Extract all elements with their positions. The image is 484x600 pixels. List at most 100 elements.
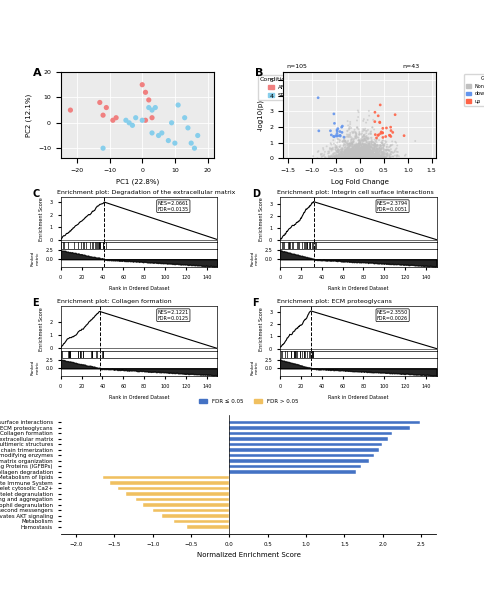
Point	[370, 152, 378, 162]
Point	[372, 149, 380, 158]
Point	[368, 146, 376, 155]
Point	[365, 143, 373, 153]
Point	[356, 149, 363, 159]
Point	[351, 144, 359, 154]
Point	[361, 149, 369, 158]
Point	[340, 148, 348, 158]
Point	[341, 151, 349, 161]
Point	[341, 148, 348, 158]
Point	[343, 149, 350, 159]
Point	[372, 148, 380, 157]
Point	[354, 141, 362, 151]
Point	[343, 153, 351, 163]
Point	[360, 139, 368, 149]
Point	[343, 150, 350, 160]
Point	[357, 153, 364, 163]
Point	[348, 142, 356, 152]
Point	[356, 148, 364, 157]
Point	[356, 147, 364, 157]
Point	[374, 153, 381, 163]
Point	[360, 147, 368, 157]
Point	[342, 130, 350, 139]
Point	[370, 142, 378, 152]
Point	[347, 144, 355, 154]
Point	[339, 148, 347, 158]
Point	[348, 148, 355, 157]
Point	[344, 139, 352, 148]
Point	[352, 148, 360, 157]
Point	[355, 152, 363, 161]
Point	[357, 149, 364, 159]
Point	[346, 132, 353, 142]
Point	[352, 128, 360, 138]
Point	[373, 140, 380, 150]
Point	[369, 140, 377, 150]
Point	[346, 152, 353, 161]
Point	[354, 146, 362, 155]
Point	[377, 154, 384, 163]
Point	[387, 140, 394, 150]
Point	[335, 151, 343, 161]
Point	[379, 152, 387, 161]
Point	[350, 152, 358, 161]
Point	[333, 142, 340, 152]
Point	[351, 143, 359, 152]
Point	[356, 149, 364, 159]
Point	[343, 148, 351, 157]
Point	[338, 151, 346, 160]
Point	[363, 125, 371, 134]
Point	[335, 135, 343, 145]
Point	[363, 145, 371, 154]
Point	[373, 151, 381, 160]
Point	[346, 140, 353, 150]
Point	[358, 133, 365, 142]
Point	[342, 147, 350, 157]
Point	[349, 154, 357, 163]
Point	[330, 154, 338, 163]
Point	[346, 139, 353, 148]
Bar	[229, 431, 391, 435]
Point	[336, 153, 344, 163]
Point	[343, 150, 350, 160]
Point	[345, 154, 353, 163]
Point	[344, 152, 352, 162]
Y-axis label: Ranked
metric: Ranked metric	[31, 360, 40, 375]
Point	[353, 148, 361, 157]
Point	[363, 151, 371, 160]
Point	[378, 143, 386, 152]
Point	[350, 152, 358, 161]
Point	[385, 149, 393, 159]
Point	[344, 145, 351, 154]
Point	[373, 131, 381, 140]
Point	[378, 149, 386, 158]
Point	[388, 137, 395, 146]
Point	[378, 133, 386, 142]
Point	[369, 125, 377, 134]
Point	[348, 151, 356, 161]
Point	[346, 153, 354, 163]
Point	[364, 153, 372, 163]
Point	[375, 143, 382, 153]
Point	[356, 151, 364, 160]
Point	[346, 152, 354, 161]
Point	[345, 148, 352, 157]
Point	[360, 146, 367, 155]
Point	[354, 148, 362, 158]
Point	[355, 146, 363, 156]
Point	[359, 139, 366, 149]
Point	[356, 137, 363, 146]
Point	[350, 145, 358, 154]
Point	[377, 152, 385, 162]
Point	[361, 131, 368, 141]
Point	[359, 137, 366, 146]
Point	[371, 148, 378, 157]
Point	[352, 140, 360, 150]
Point	[358, 151, 366, 161]
Point	[343, 126, 350, 136]
Point	[352, 146, 360, 155]
Bar	[229, 454, 373, 457]
Point	[353, 147, 361, 157]
Point	[358, 150, 365, 160]
Point	[362, 153, 370, 163]
Point	[362, 139, 370, 149]
